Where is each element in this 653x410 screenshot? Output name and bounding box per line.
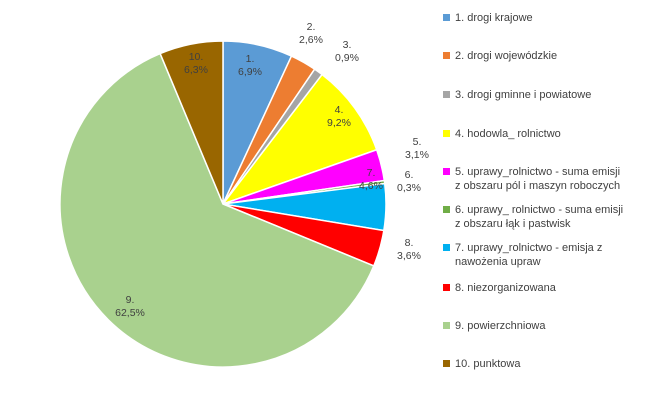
slice-label-4: 4. 9,2% <box>327 104 351 129</box>
legend-label: 7. uprawy_rolnictwo - emisja z nawożenia… <box>455 242 603 268</box>
slice-label-10: 10. 6,3% <box>184 51 208 76</box>
legend-swatch <box>443 52 450 59</box>
legend: 1. drogi krajowe 2. drogi wojewódzkie 3. d… <box>443 0 649 410</box>
legend-label: 6. uprawy_ rolnictwo - suma emisji z obs… <box>455 204 624 230</box>
pie-slice-9 <box>59 52 375 368</box>
pie-slice-10 <box>159 40 224 205</box>
legend-label: 8. niezorganizowana <box>455 282 556 294</box>
legend-label: 1. drogi krajowe <box>455 12 533 24</box>
legend-swatch <box>443 14 450 21</box>
slice-label-3: 3. 0,9% <box>335 39 359 64</box>
legend-item-2: 2. drogi wojewódzkie <box>443 49 645 63</box>
legend-item-7: 7. uprawy_rolnictwo - emisja z nawożenia… <box>443 241 645 269</box>
legend-label: 3. drogi gminne i powiatowe <box>455 89 592 101</box>
legend-item-8: 8. niezorganizowana <box>443 281 645 295</box>
legend-item-3: 3. drogi gminne i powiatowe <box>443 88 645 102</box>
legend-label: 5. uprawy_rolnictwo - suma emisji z obsz… <box>455 166 621 192</box>
slice-label-7: 7. 4,6% <box>359 167 383 192</box>
legend-item-5: 5. uprawy_rolnictwo - suma emisji z obsz… <box>443 165 645 193</box>
legend-label: 9. powierzchniowa <box>455 320 546 332</box>
legend-label: 4. hodowla_ rolnictwo <box>455 128 561 140</box>
legend-item-9: 9. powierzchniowa <box>443 319 645 333</box>
pie-slice-4 <box>220 73 378 206</box>
legend-swatch <box>443 322 450 329</box>
legend-swatch <box>443 130 450 137</box>
legend-swatch <box>443 360 450 367</box>
slice-label-5: 5. 3,1% <box>405 136 429 161</box>
legend-swatch <box>443 206 450 213</box>
slice-label-2: 2. 2,6% <box>299 21 323 46</box>
legend-label: 10. punktowa <box>455 358 521 370</box>
legend-item-10: 10. punktowa <box>443 357 645 371</box>
slice-label-8: 8. 3,6% <box>397 237 421 262</box>
legend-item-4: 4. hodowla_ rolnictwo <box>443 127 645 141</box>
legend-swatch <box>443 244 450 251</box>
legend-swatch <box>443 91 450 98</box>
pie-plot: 1. 6,9% 2. 2,6% 3. 0,9% 4. 9,2% 5. 3,1% 6. 0,3% 7. 4,… <box>59 21 429 368</box>
legend-swatch <box>443 168 450 175</box>
slice-label-9: 9. 62,5% <box>115 294 145 319</box>
legend-label: 2. drogi wojewódzkie <box>455 50 558 62</box>
legend-swatch <box>443 284 450 291</box>
legend-item-6: 6. uprawy_ rolnictwo - suma emisji z obs… <box>443 203 645 231</box>
slice-label-6: 6. 0,3% <box>397 169 421 194</box>
legend-item-1: 1. drogi krajowe <box>443 11 645 25</box>
slice-label-1: 1. 6,9% <box>238 53 262 78</box>
